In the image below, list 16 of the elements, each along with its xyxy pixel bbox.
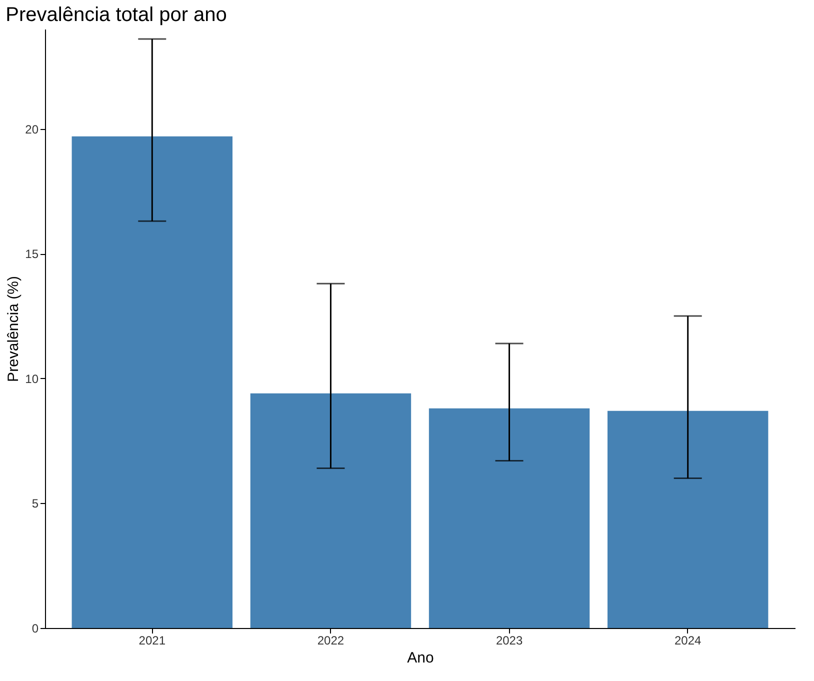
x-tick-label: 2023: [496, 634, 523, 648]
x-tick-label: 2022: [317, 634, 344, 648]
chart-title: Prevalência total por ano: [6, 4, 227, 26]
y-axis-title: Prevalência (%): [5, 276, 22, 382]
x-tick-label: 2024: [674, 634, 702, 648]
bar: [608, 410, 768, 628]
y-tick-label: 5: [32, 496, 39, 511]
x-tick-label: 2021: [138, 634, 166, 648]
bar: [428, 408, 590, 628]
y-tick-label: 0: [32, 622, 39, 636]
x-axis-title: Ano: [407, 650, 434, 666]
y-tick-label: 20: [25, 122, 39, 136]
y-tick-label: 10: [25, 372, 39, 386]
bar: [72, 136, 232, 628]
y-tick-label: 15: [25, 247, 39, 262]
bar: [250, 393, 412, 628]
